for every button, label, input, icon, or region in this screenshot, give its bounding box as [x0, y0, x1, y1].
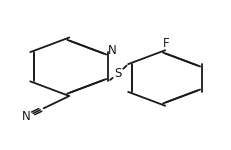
- Text: S: S: [115, 67, 122, 80]
- Text: F: F: [163, 38, 170, 50]
- Text: N: N: [108, 44, 117, 57]
- Text: N: N: [22, 110, 31, 123]
